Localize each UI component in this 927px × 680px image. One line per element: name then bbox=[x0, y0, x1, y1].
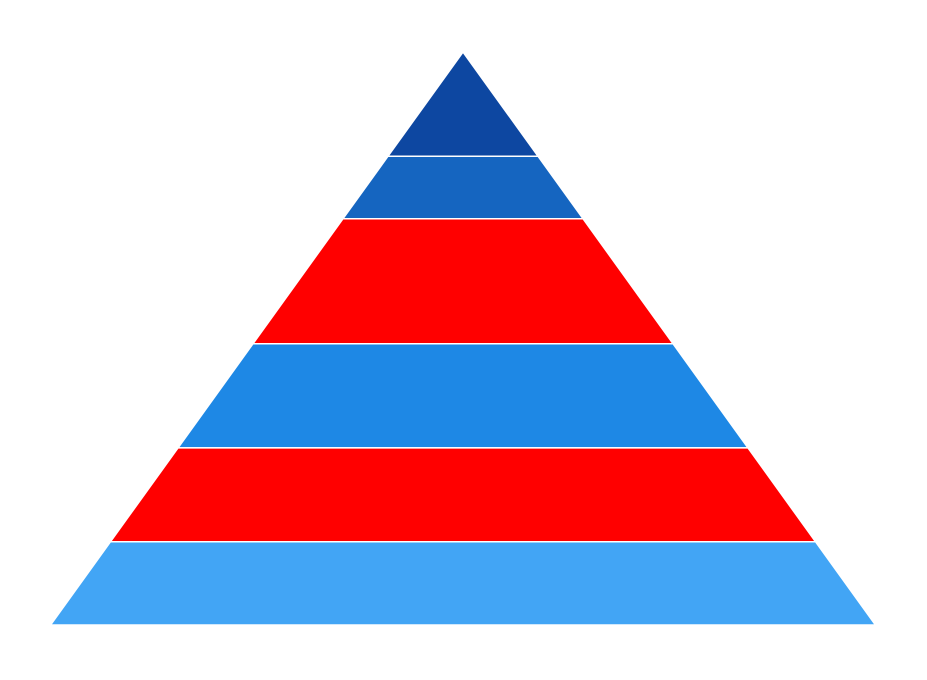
pyramid-segment-2 bbox=[341, 155, 585, 220]
pyramid-segment-3 bbox=[251, 217, 675, 345]
pyramid-segments bbox=[49, 50, 877, 626]
pyramid-segment-6 bbox=[49, 540, 877, 626]
pyramid-segment-4 bbox=[176, 342, 750, 449]
pyramid-segment-1 bbox=[386, 50, 540, 157]
pyramid-segment-5 bbox=[109, 447, 817, 543]
